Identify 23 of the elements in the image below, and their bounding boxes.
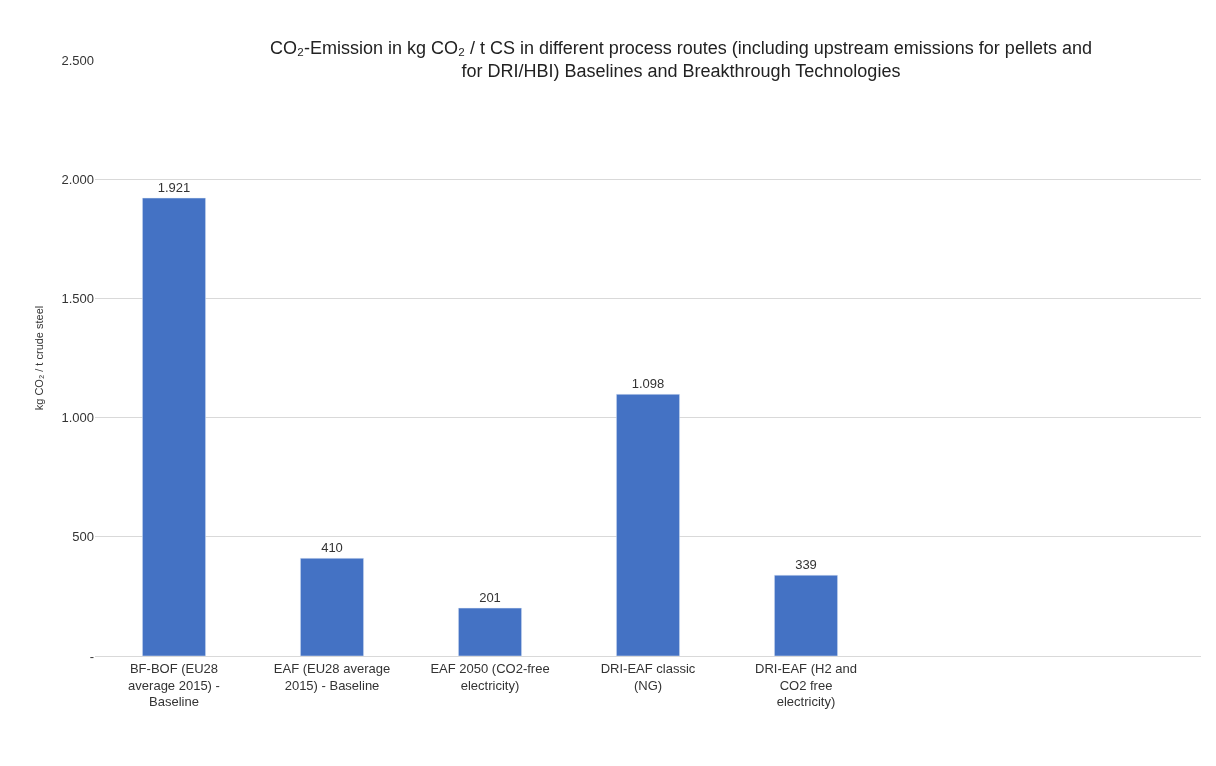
bar xyxy=(616,393,680,656)
x-tick-label: EAF (EU28 average 2015) - Baseline xyxy=(273,660,391,693)
bar xyxy=(458,607,522,656)
x-tick-label: DRI-EAF classic (NG) xyxy=(600,660,696,693)
data-label: 410 xyxy=(321,540,343,556)
data-label: 1.921 xyxy=(157,180,191,196)
y-tick-label: 1.000 xyxy=(61,410,94,426)
data-label: 339 xyxy=(795,557,817,573)
x-tick-label: DRI-EAF (H2 and CO2 free electricity) xyxy=(755,660,857,710)
y-tick-label: 2.500 xyxy=(61,52,94,68)
data-label: 1.098 xyxy=(631,376,665,392)
x-tick-label: EAF 2050 (CO2-free electricity) xyxy=(430,660,550,693)
chart-title: CO₂-Emission in kg CO₂ / t CS in different process routes (including upstream emissions for pellets and for DRI/HBI) Baselines and Breakthrough Technologies xyxy=(269,37,1092,82)
y-tick-label: 500 xyxy=(72,529,94,545)
y-tick-label: 2.000 xyxy=(61,171,94,187)
bar xyxy=(774,574,838,656)
data-label: 201 xyxy=(479,590,501,606)
y-tick-label: - xyxy=(89,648,94,664)
bar xyxy=(142,197,206,656)
x-tick-label: BF-BOF (EU28 average 2015) - Baseline xyxy=(128,660,220,710)
bar xyxy=(300,558,364,656)
y-tick-label: 1.500 xyxy=(61,290,94,306)
y-axis-title: kg CO₂ / t crude steel xyxy=(33,305,46,411)
